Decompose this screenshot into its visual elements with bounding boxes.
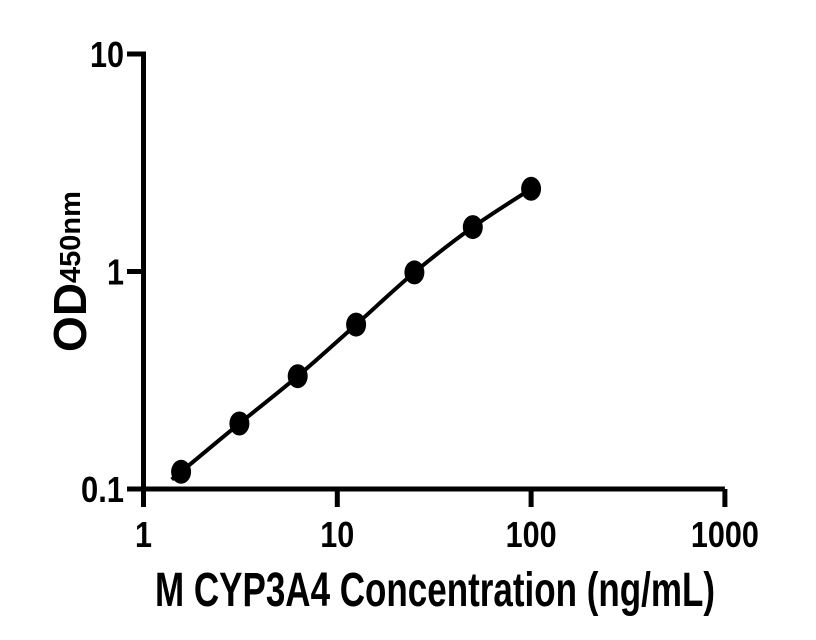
x-tick-label: 1000 (691, 514, 759, 555)
x-tick-label: 10 (320, 514, 354, 555)
data-point (171, 459, 192, 484)
data-point (229, 411, 250, 436)
data-point (346, 312, 367, 337)
y-axis-title: OD450nm (44, 191, 96, 352)
y-axis-ticks (127, 51, 144, 492)
data-point (521, 176, 542, 201)
y-tick-label: 0.1 (81, 469, 124, 510)
data-points (171, 176, 542, 484)
y-axis-tick-labels: 0.1 1 10 (81, 34, 124, 510)
y-axis-title-main: OD (44, 283, 96, 352)
data-point (287, 364, 308, 389)
y-axis-title-subscript: 450nm (55, 191, 87, 283)
x-axis-tick-labels: 1 10 100 1000 (135, 514, 759, 555)
data-point (404, 260, 425, 285)
x-tick-label: 1 (135, 514, 152, 555)
x-tick-label: 100 (506, 514, 557, 555)
x-axis-ticks (141, 489, 728, 507)
data-point (462, 215, 483, 240)
y-tick-label: 1 (107, 252, 124, 293)
y-tick-label: 10 (90, 34, 124, 75)
x-axis-title: M CYP3A4 Concentration (ng/mL) (155, 564, 715, 617)
